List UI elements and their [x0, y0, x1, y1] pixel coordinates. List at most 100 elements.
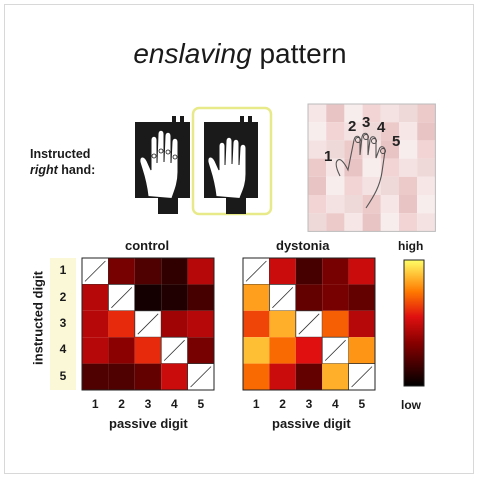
x-tick-label: 1: [252, 397, 260, 411]
heatmap-cell: [348, 258, 375, 285]
hand-panel-cell: [417, 176, 436, 195]
heatmap-cell: [322, 284, 349, 311]
heatmap-cell: [243, 284, 270, 311]
hand-panel-cell: [326, 213, 345, 232]
hand-panel-cell: [380, 140, 399, 159]
diagonal-mark: [163, 339, 185, 361]
heatmap-cell: [134, 258, 162, 285]
hand-panel-cell: [326, 122, 345, 141]
heatmap-cell: [82, 363, 109, 390]
diagonal-mark: [84, 260, 106, 282]
hand-panel-cell: [326, 140, 345, 159]
hand-panel-cell: [344, 195, 363, 214]
x-tick-label: 2: [118, 397, 125, 411]
heatmap-cell: [243, 363, 270, 390]
hand-panel-border: [307, 103, 436, 232]
hand-on-keyboard-right-icon: [204, 116, 258, 214]
hand-panel-cell: [362, 195, 381, 214]
hand-panel-cell: [344, 104, 363, 123]
heatmap-cell: [322, 310, 349, 338]
heatmap-cell: [134, 337, 162, 364]
hand-panel-cell: [362, 158, 381, 177]
hand-panel-cell: [344, 176, 363, 195]
x-tick-label: 4: [332, 397, 339, 411]
colorbar: [403, 259, 425, 387]
hand-digit-5: 5: [392, 133, 400, 150]
hand-panel-cell: [380, 213, 399, 232]
hand-panel-cell: [399, 158, 418, 177]
x-tick-label: 3: [144, 397, 152, 411]
diagonal-mark: [324, 339, 346, 361]
hand-panel-cell: [344, 140, 363, 159]
y-tick-label: 5: [59, 368, 67, 383]
hand-digit-1: 1: [324, 148, 332, 165]
hand-panel-cell: [417, 122, 436, 141]
x-tick-label: 4: [171, 397, 178, 411]
colorbar-high-label: high: [398, 239, 424, 253]
instruction-label: Instructed right hand:: [30, 147, 96, 177]
y-tick-label: 1: [59, 263, 67, 278]
hand-panel-cell: [362, 122, 381, 141]
x-tick-label: 5: [358, 397, 366, 411]
hand-panel-cell: [417, 195, 436, 214]
heatmap-cell: [269, 310, 296, 338]
hand-panel-cell: [399, 213, 418, 232]
hand-panel-cell: [308, 140, 327, 159]
y-axis-label: instructed digit: [30, 271, 46, 365]
heatmap-cell: [348, 284, 375, 311]
colorbar-low-label: low: [401, 398, 421, 412]
heatmap-cell: [269, 337, 296, 364]
hand-panel-cell: [399, 195, 418, 214]
heatmap-cell: [82, 284, 109, 311]
heatmap-cell: [348, 310, 375, 338]
hand-panel-cell: [380, 104, 399, 123]
hand-digit-3: 3: [362, 114, 370, 131]
diagonal-mark: [272, 287, 294, 309]
figure-frame: [4, 4, 474, 474]
heatmap-cell: [322, 258, 349, 285]
x-tick-label: 3: [305, 397, 313, 411]
hand-panel-cell: [417, 213, 436, 232]
hand-panel-cell: [308, 158, 327, 177]
heatmap-cell: [243, 310, 270, 338]
heatmap-cell: [187, 337, 214, 364]
heatmap-cell: [134, 363, 162, 390]
heatmap-cell: [243, 337, 270, 364]
heatmap-cell: [161, 284, 188, 311]
hand-panel-cell: [308, 122, 327, 141]
heatmap-title-dystonia: dystonia: [276, 238, 330, 253]
heatmap-cell: [108, 363, 135, 390]
heatmap-cell: [108, 258, 135, 285]
y-tick-label: 2: [59, 289, 67, 304]
hand-digit-4: 4: [377, 119, 386, 136]
heatmap-cell: [269, 258, 296, 285]
heatmap-cell: [82, 337, 109, 364]
x-tick-label: 5: [197, 397, 205, 411]
x-tick-label: 2: [279, 397, 286, 411]
hand-panel-cell: [308, 213, 327, 232]
hand-panel-cell: [380, 176, 399, 195]
hand-panel-cell: [417, 158, 436, 177]
diagonal-mark: [190, 366, 212, 388]
heatmap-cell: [108, 310, 135, 338]
heatmap-cell: [108, 337, 135, 364]
hand-pattern-panel: [307, 103, 436, 232]
diagonal-mark: [245, 260, 267, 282]
hand-panel-cell: [326, 195, 345, 214]
heatmap-cell: [295, 363, 323, 390]
heatmap-cell: [187, 284, 214, 311]
heatmap-cell: [295, 337, 323, 364]
heatmap-cell: [82, 310, 109, 338]
hand-panel-cell: [380, 122, 399, 141]
heatmap-cell: [295, 284, 323, 311]
heatmap-cell: [348, 337, 375, 364]
hand-panel-cell: [308, 195, 327, 214]
hand-panel-cell: [326, 158, 345, 177]
x-axis-label-dystonia: passive digit: [272, 416, 351, 431]
hand-panel-cell: [308, 176, 327, 195]
heatmap-control: [81, 257, 215, 391]
figure-title: enslaving pattern: [133, 38, 347, 69]
diagonal-mark: [351, 366, 373, 388]
heatmap-cell: [187, 310, 214, 338]
hand-panel-cell: [399, 176, 418, 195]
